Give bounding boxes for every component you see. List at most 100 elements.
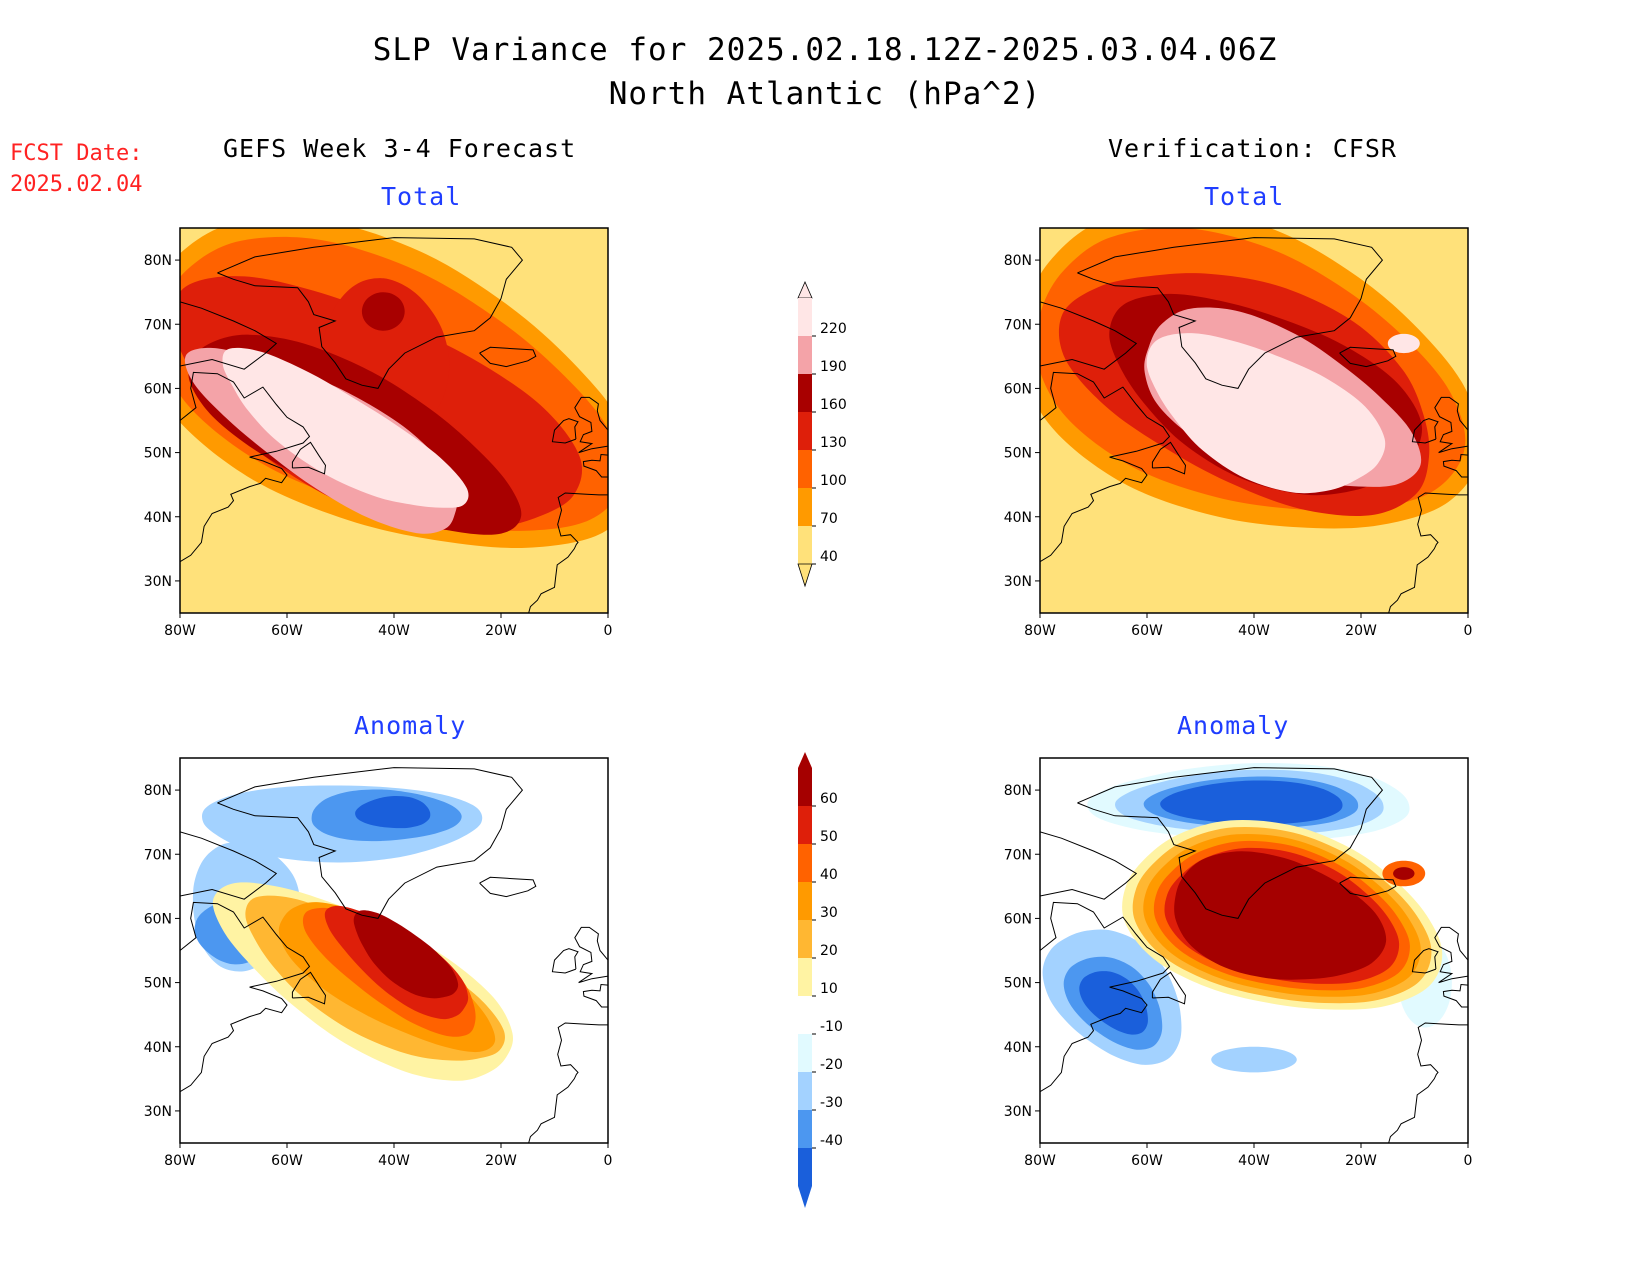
colorbar-swatch [798,1072,812,1110]
lat-tick-label: 40N [1004,510,1032,526]
lon-tick-label: 80W [1024,623,1056,639]
colorbar-label: 60 [820,791,838,807]
colorbar-swatch [798,996,812,1034]
coastline [1411,418,1439,444]
lon-tick-label: 0 [604,623,613,639]
coastline [180,901,311,1093]
contour-fill [1174,851,1387,980]
coastline [551,948,579,974]
lon-tick-label: 40W [378,1153,410,1169]
coastline [1339,346,1397,368]
lat-tick-label: 30N [144,1104,172,1120]
coastlines [180,237,608,613]
colorbar-label: -10 [820,1019,843,1035]
lon-tick-label: 60W [271,623,303,639]
lon-tick-label: 80W [164,623,196,639]
colorbar-label: -30 [820,1095,843,1111]
map-panel-forecast-anomaly: 80N 70N 60N 50N 40N 30N 80W 60W 40W 20W 0 [144,757,613,1169]
lon-tick-label: 20W [485,623,517,639]
colorbar-swatch [798,1034,812,1072]
coastline [479,876,537,898]
colorbar-label: 20 [820,943,838,959]
coastlines [1040,237,1468,613]
lat-tick-label: 60N [1004,381,1032,397]
lat-tick-label: 50N [144,976,172,992]
map-panel-verification-total: 80N 70N 60N 50N 40N 30N 80W 60W 40W 20W 0 [1004,227,1473,639]
coastline [528,1022,608,1143]
colorbar-swatch [798,806,812,844]
contour-fill [1393,867,1415,880]
colorbar-swatch [798,298,812,336]
coastline [1339,876,1397,898]
coastline [291,441,327,475]
contour-fill [361,292,405,331]
lat-tick-label: 80N [1004,253,1032,269]
colorbar-label: -40 [820,1133,843,1149]
colorbar-swatch [798,526,812,564]
colorbar-label: 160 [820,397,847,413]
colorbar-swatch [798,1148,812,1186]
coastline [180,371,311,563]
lat-tick-label: 30N [1004,1104,1032,1120]
coastline [217,767,524,919]
colorbar-bottom-arrow [797,563,813,588]
coastline [1442,983,1468,1008]
coastline [1151,441,1187,475]
lat-tick-label: 60N [144,911,172,927]
lat-tick-label: 80N [144,783,172,799]
colorbar-label: 30 [820,905,838,921]
lon-tick-label: 60W [1131,1153,1163,1169]
colorbar-swatch [798,844,812,882]
colorbar-label: 10 [820,981,838,997]
coastline [582,983,608,1008]
lat-tick-label: 50N [144,446,172,462]
colorbar-top-arrow [798,752,812,768]
lon-tick-label: 40W [1238,623,1270,639]
coastline [1077,237,1384,389]
lat-tick-label: 80N [144,253,172,269]
coastline [1434,396,1468,454]
forecast-date-label: FCST Date: [10,141,143,166]
forecast-date: FCST Date: 2025.02.04 [10,138,142,200]
coastlines [1040,767,1468,1143]
coastline [574,396,608,454]
lon-tick-label: 80W [164,1153,196,1169]
lat-tick-label: 50N [1004,446,1032,462]
contour-fill [222,347,469,508]
right-column-title: Verification: CFSR [1108,134,1397,163]
coastline [574,926,608,984]
map-panel-forecast-total: 80N 70N 60N 50N 40N 30N 80W 60W 40W 20W 0 [144,227,613,639]
coastline [551,418,579,444]
lat-tick-label: 40N [144,1040,172,1056]
shaded-field [1040,228,1468,613]
coastline [180,831,278,900]
colorbar-bottom-arrow [798,1186,812,1208]
coastline [1151,971,1187,1005]
colorbar-swatch [798,412,812,450]
colorbar-swatch [798,882,812,920]
lat-tick-label: 70N [1004,847,1032,863]
lat-tick-label: 80N [1004,783,1032,799]
colorbar-label: 130 [820,435,847,451]
forecast-date-value: 2025.02.04 [10,172,143,197]
lon-tick-label: 40W [378,623,410,639]
contour-fill [1146,333,1386,494]
coastline [582,453,608,478]
coastline [1040,831,1138,900]
lat-tick-label: 40N [144,510,172,526]
lon-tick-label: 0 [1464,623,1473,639]
lat-tick-label: 70N [1004,317,1032,333]
coastline [1040,301,1138,370]
coastline [1040,901,1171,1093]
coastline [528,492,608,613]
main-subtitle: North Atlantic (hPa^2) [608,76,1042,112]
lat-tick-label: 50N [1004,976,1032,992]
coastline [1040,371,1171,563]
colorbar-swatch [798,374,812,412]
lon-tick-label: 60W [1131,623,1163,639]
coastline [479,346,537,368]
lon-tick-label: 0 [604,1153,613,1169]
colorbar-label: 50 [820,829,838,845]
lat-tick-label: 30N [144,574,172,590]
map-panel-verification-anomaly: 80N 70N 60N 50N 40N 30N 80W 60W 40W 20W 0 [1004,757,1472,1169]
